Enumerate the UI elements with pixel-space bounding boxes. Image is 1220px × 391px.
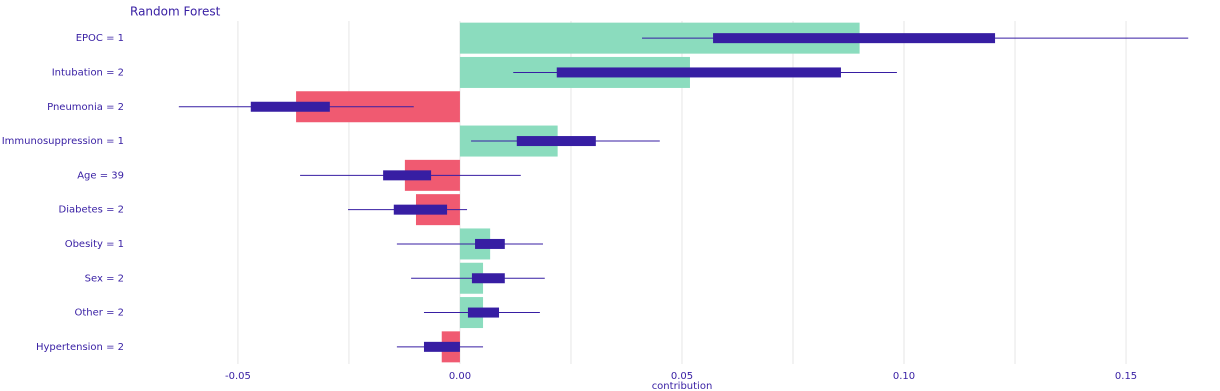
y-tick-label: Hypertension = 2	[36, 342, 124, 353]
y-tick-label: Age = 39	[77, 170, 124, 181]
y-tick-label: Other = 2	[75, 308, 125, 319]
box	[471, 273, 505, 284]
box	[393, 204, 448, 215]
x-tick-label: 0.15	[1115, 371, 1137, 382]
y-tick-label: Diabetes = 2	[59, 205, 125, 216]
y-tick-label: Intubation = 2	[52, 67, 124, 78]
box	[383, 170, 432, 181]
box	[713, 33, 996, 44]
box	[556, 67, 841, 78]
box	[250, 101, 330, 112]
x-tick-label: 0.00	[449, 371, 471, 382]
x-axis-label: contribution	[652, 381, 713, 391]
x-tick-label: 0.10	[893, 371, 915, 382]
box	[423, 341, 460, 352]
chart-title: Random Forest	[130, 5, 221, 19]
y-tick-label: Obesity = 1	[65, 239, 124, 250]
x-tick-label: 0.05	[671, 371, 693, 382]
y-tick-label: Pneumonia = 2	[47, 102, 124, 113]
box	[516, 136, 596, 147]
box	[475, 238, 505, 249]
x-tick-label: -0.05	[225, 371, 251, 382]
box	[467, 307, 500, 318]
y-tick-label: Immunosuppression = 1	[2, 136, 124, 147]
y-tick-label: Sex = 2	[85, 273, 124, 284]
y-tick-label: EPOC = 1	[76, 33, 124, 44]
